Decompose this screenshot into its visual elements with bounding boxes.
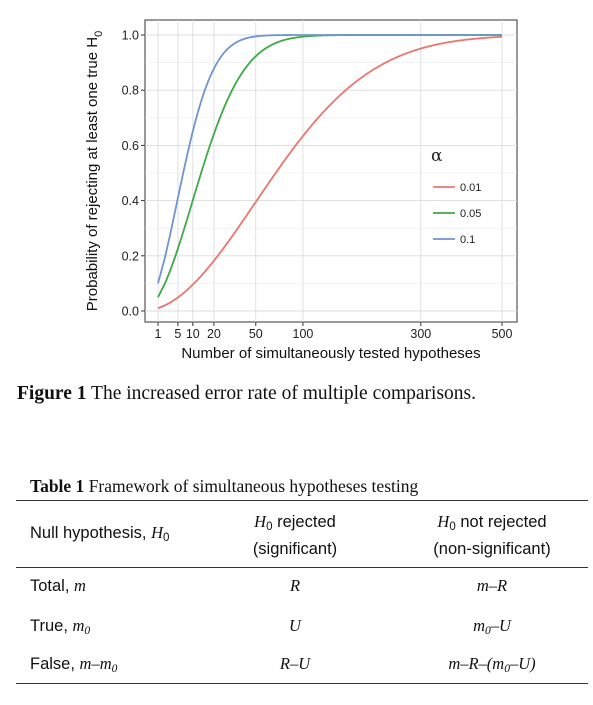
row-total-not-rejected: m–R — [476, 576, 508, 595]
y-tick-label: 0.2 — [122, 249, 139, 263]
row-false-rejected: R–U — [279, 654, 311, 673]
x-tick-label: 500 — [492, 327, 513, 341]
x-axis-title: Number of simultaneously tested hypothes… — [181, 345, 480, 362]
row-true-nr-sub: 0 — [484, 625, 491, 637]
table-caption-text: Framework of simultaneous hypotheses tes… — [88, 476, 419, 496]
figure-caption: Figure 1 The increased error rate of mul… — [17, 383, 476, 405]
row-false-nr-sub: 0 — [504, 663, 510, 675]
x-tick-label: 20 — [207, 327, 221, 341]
row-total-text: Total, — [30, 577, 75, 595]
header-not-rejected: H0 not rejected (non-significant) — [412, 511, 572, 560]
y-tick-label: 0.0 — [122, 305, 139, 319]
header-not-rejected-var: H — [437, 512, 450, 531]
x-tick-label: 1 — [155, 327, 162, 341]
header-null-var: H — [151, 523, 163, 542]
y-tick-label: 0.6 — [122, 139, 139, 153]
legend-title: α — [431, 146, 443, 166]
header-null-sub: 0 — [162, 532, 170, 544]
y-axis-title: Probability of rejecting at least one tr… — [84, 31, 105, 311]
chart-legend: α 0.01 0.05 0.1 — [431, 146, 481, 246]
chart-series — [157, 34, 503, 310]
header-rejected-var: H — [254, 512, 267, 531]
row-true-var: m — [72, 616, 85, 635]
header-null-label: Null hypothesis, — [30, 524, 152, 542]
header-rejected: H0 rejected (significant) — [225, 511, 365, 560]
row-false-not-rejected: m–R–(m0–U) — [412, 654, 572, 675]
x-axis-ticks: 1 5 10 20 50 100 300 500 — [155, 322, 513, 341]
table-header-rule — [16, 567, 588, 568]
header-rejected-sub: 0 — [266, 521, 273, 533]
x-tick-label: 100 — [293, 327, 314, 341]
row-true-rejected: U — [289, 616, 301, 635]
row-false-var: m–m — [79, 654, 112, 673]
series-line-0.1 — [157, 34, 502, 284]
figure-label: Figure 1 — [17, 383, 87, 404]
plot-panel — [144, 19, 518, 323]
row-total-var: m — [74, 576, 86, 595]
series-line-0.01 — [157, 35, 503, 310]
table-caption: Table 1 Framework of simultaneous hypoth… — [30, 476, 418, 497]
header-not-rejected-line2: (non-significant) — [433, 540, 551, 558]
row-false-nr-a: m–R–(m — [448, 654, 505, 673]
x-tick-label: 10 — [186, 327, 200, 341]
row-total-label: Total, m — [30, 576, 86, 596]
row-true-label: True, m0 — [30, 616, 90, 637]
row-total-rejected: R — [289, 576, 301, 595]
header-null-hypothesis: Null hypothesis, H0 — [30, 523, 169, 544]
row-true-nr-a: m — [473, 616, 485, 635]
legend-label-0.01: 0.01 — [460, 182, 481, 194]
row-true-nr-b: –U — [490, 616, 511, 635]
x-tick-label: 300 — [410, 327, 431, 341]
y-tick-label: 0.4 — [122, 194, 139, 208]
chart-gridlines — [145, 20, 517, 322]
table-top-rule — [16, 500, 588, 501]
row-true-text: True, — [30, 617, 73, 635]
row-true-sub: 0 — [84, 625, 91, 637]
y-tick-label: 1.0 — [122, 29, 139, 43]
row-false-text: False, — [30, 655, 80, 673]
header-not-rejected-sub: 0 — [449, 521, 456, 533]
error-rate-chart: 0.0 0.2 0.4 0.6 0.8 1.0 1 5 10 20 50 100 300 500 Num… — [84, 19, 518, 362]
table-label: Table 1 — [30, 476, 85, 496]
row-false-label: False, m–m0 — [30, 654, 117, 675]
legend-label-0.05: 0.05 — [460, 208, 481, 220]
row-true-not-rejected: m0–U — [412, 616, 572, 637]
y-axis-ticks: 0.0 0.2 0.4 0.6 0.8 1.0 — [122, 29, 145, 319]
header-rejected-text: rejected — [272, 513, 336, 531]
row-false-nr-b: –U) — [510, 654, 536, 673]
table-bottom-rule — [16, 683, 588, 684]
x-tick-label: 5 — [174, 327, 181, 341]
x-tick-label: 50 — [249, 327, 263, 341]
legend-label-0.1: 0.1 — [460, 234, 475, 246]
y-tick-label: 0.8 — [122, 84, 139, 98]
figure-caption-text: The increased error rate of multiple com… — [91, 383, 477, 404]
header-rejected-line2: (significant) — [252, 540, 338, 558]
row-false-sub: 0 — [111, 663, 118, 675]
header-not-rejected-text: not rejected — [455, 513, 547, 531]
